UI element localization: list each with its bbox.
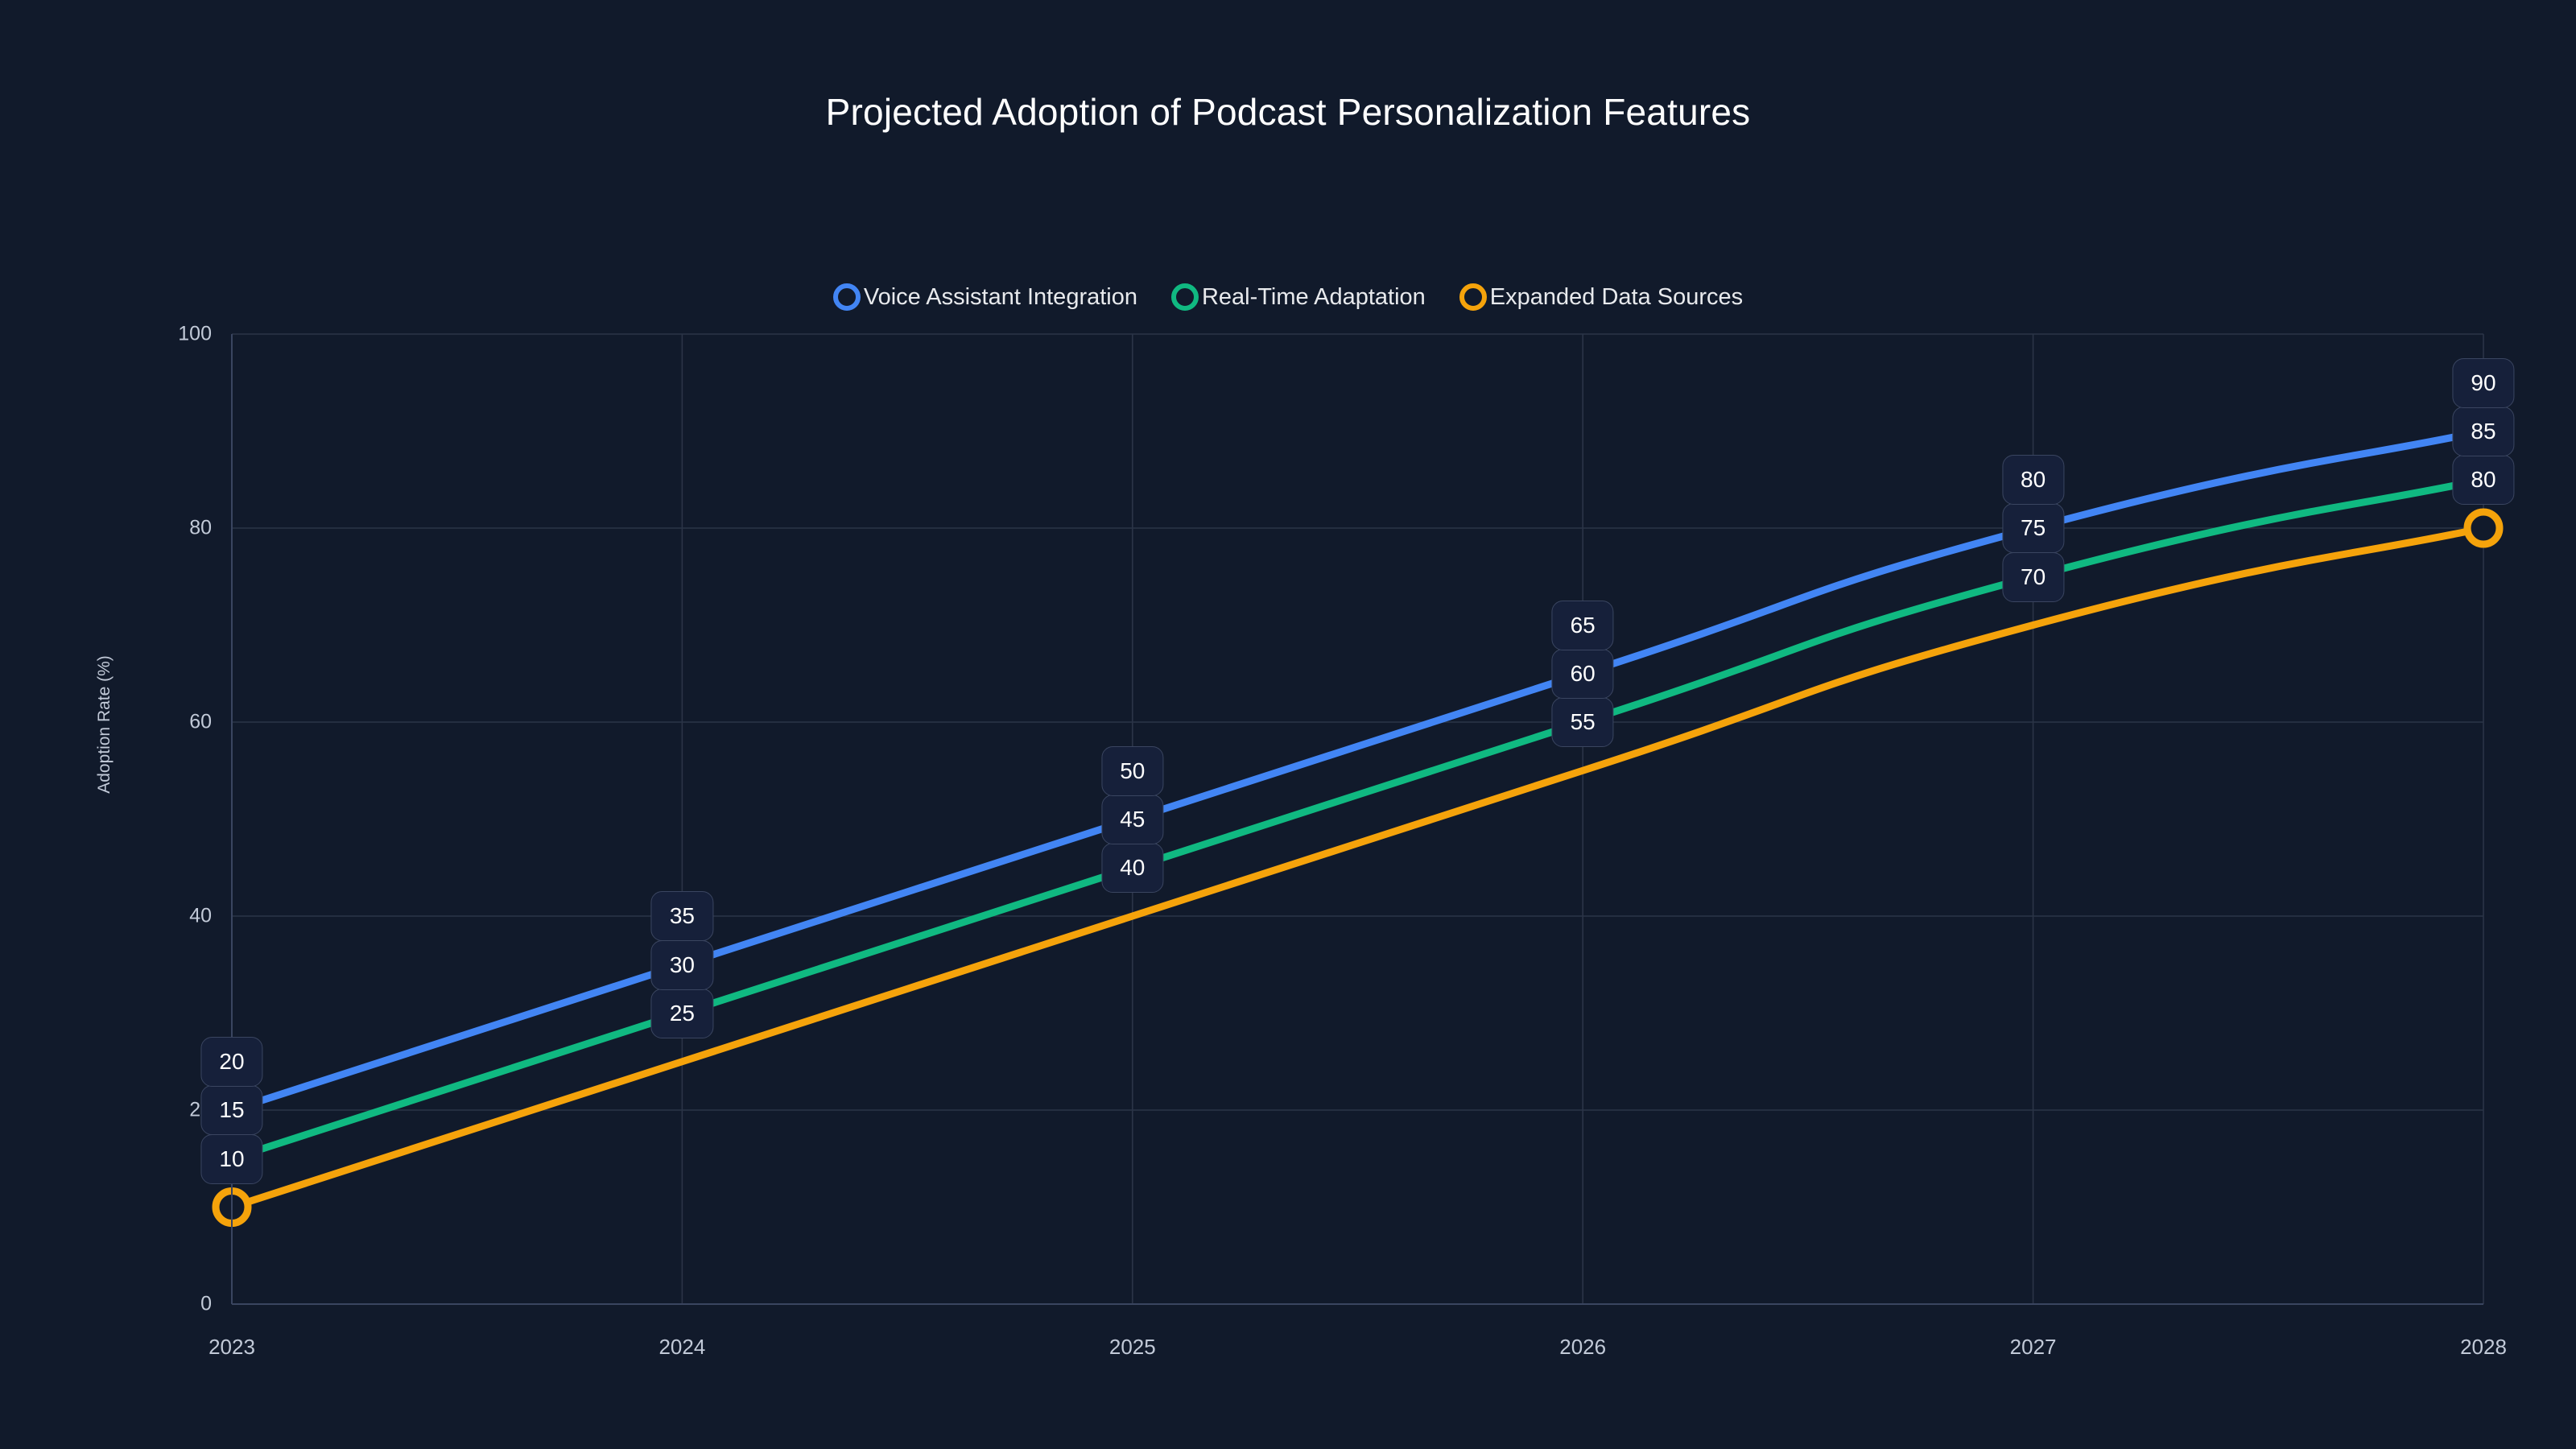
x-axis-tick-label: 2023	[208, 1335, 255, 1359]
data-point-label: 90	[2452, 357, 2515, 408]
data-point-label: 25	[650, 988, 713, 1038]
y-axis-tick-label: 0	[200, 1292, 212, 1315]
data-point-label: 75	[2002, 503, 2065, 554]
data-point-marker[interactable]	[2463, 508, 2504, 548]
data-point-label: 80	[2002, 455, 2065, 505]
data-point-label: 80	[2452, 455, 2515, 505]
data-point-label: 40	[1101, 843, 1164, 893]
data-point-label: 70	[2002, 551, 2065, 602]
y-axis-tick-label: 60	[189, 710, 212, 733]
x-axis-tick-label: 2025	[1108, 1335, 1156, 1359]
x-axis-tick-label: 2024	[658, 1335, 706, 1359]
y-axis-title: Adoption Rate (%)	[95, 655, 114, 794]
data-point-label: 65	[1551, 600, 1614, 650]
x-axis-tick-label: 2028	[2460, 1335, 2507, 1359]
series-line	[228, 524, 2487, 1211]
data-point-label: 50	[1101, 745, 1164, 796]
data-point-label: 55	[1551, 697, 1614, 748]
data-point-label: 10	[200, 1133, 263, 1184]
data-point-label: 45	[1101, 794, 1164, 844]
data-point-label: 30	[650, 939, 713, 990]
data-point-label: 85	[2452, 406, 2515, 456]
data-point-label: 60	[1551, 649, 1614, 699]
page-title: Projected Adoption of Podcast Personaliz…	[825, 91, 1751, 133]
series-line	[228, 476, 2487, 1162]
x-axis-tick-label: 2026	[1559, 1335, 1607, 1359]
y-axis-tick-label: 80	[189, 516, 212, 539]
y-axis-tick-label: 40	[189, 904, 212, 927]
data-point-label: 20	[200, 1037, 263, 1087]
y-axis-tick-label: 100	[178, 322, 212, 345]
data-point-label: 35	[650, 891, 713, 942]
data-point-label: 15	[200, 1085, 263, 1136]
series-line	[228, 427, 2487, 1114]
x-axis-tick-label: 2027	[2009, 1335, 2057, 1359]
